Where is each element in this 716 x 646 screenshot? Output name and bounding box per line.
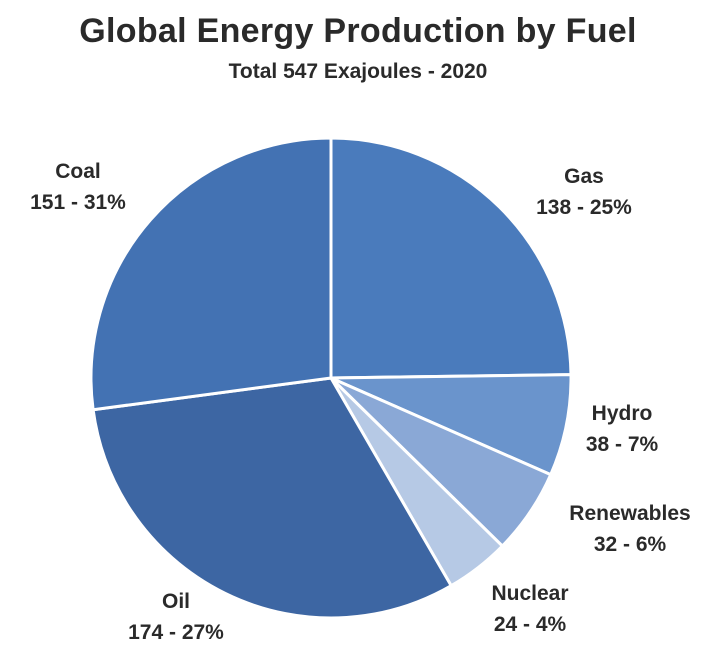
slice-label-name-nuclear: Nuclear — [491, 582, 568, 605]
slice-label-name-oil: Oil — [162, 590, 190, 613]
slice-label-value-oil: 174 - 27% — [128, 621, 224, 644]
slice-label-value-coal: 151 - 31% — [30, 191, 126, 214]
pie-slice-gas — [329, 136, 573, 380]
chart-title: Global Energy Production by Fuel — [79, 12, 637, 50]
pie-slice-oil — [91, 376, 454, 620]
slice-label-name-hydro: Hydro — [592, 402, 653, 425]
slice-label-value-nuclear: 24 - 4% — [494, 613, 567, 636]
chart-subtitle: Total 547 Exajoules - 2020 — [228, 60, 488, 83]
slice-label-name-gas: Gas — [564, 165, 604, 188]
slice-label-name-coal: Coal — [55, 160, 101, 183]
slice-label-value-gas: 138 - 25% — [536, 196, 632, 219]
slice-label-value-hydro: 38 - 7% — [586, 433, 659, 456]
slice-label-name-renewables: Renewables — [569, 502, 690, 525]
pie-slice-coal — [89, 136, 333, 412]
slice-label-value-renewables: 32 - 6% — [594, 533, 667, 556]
